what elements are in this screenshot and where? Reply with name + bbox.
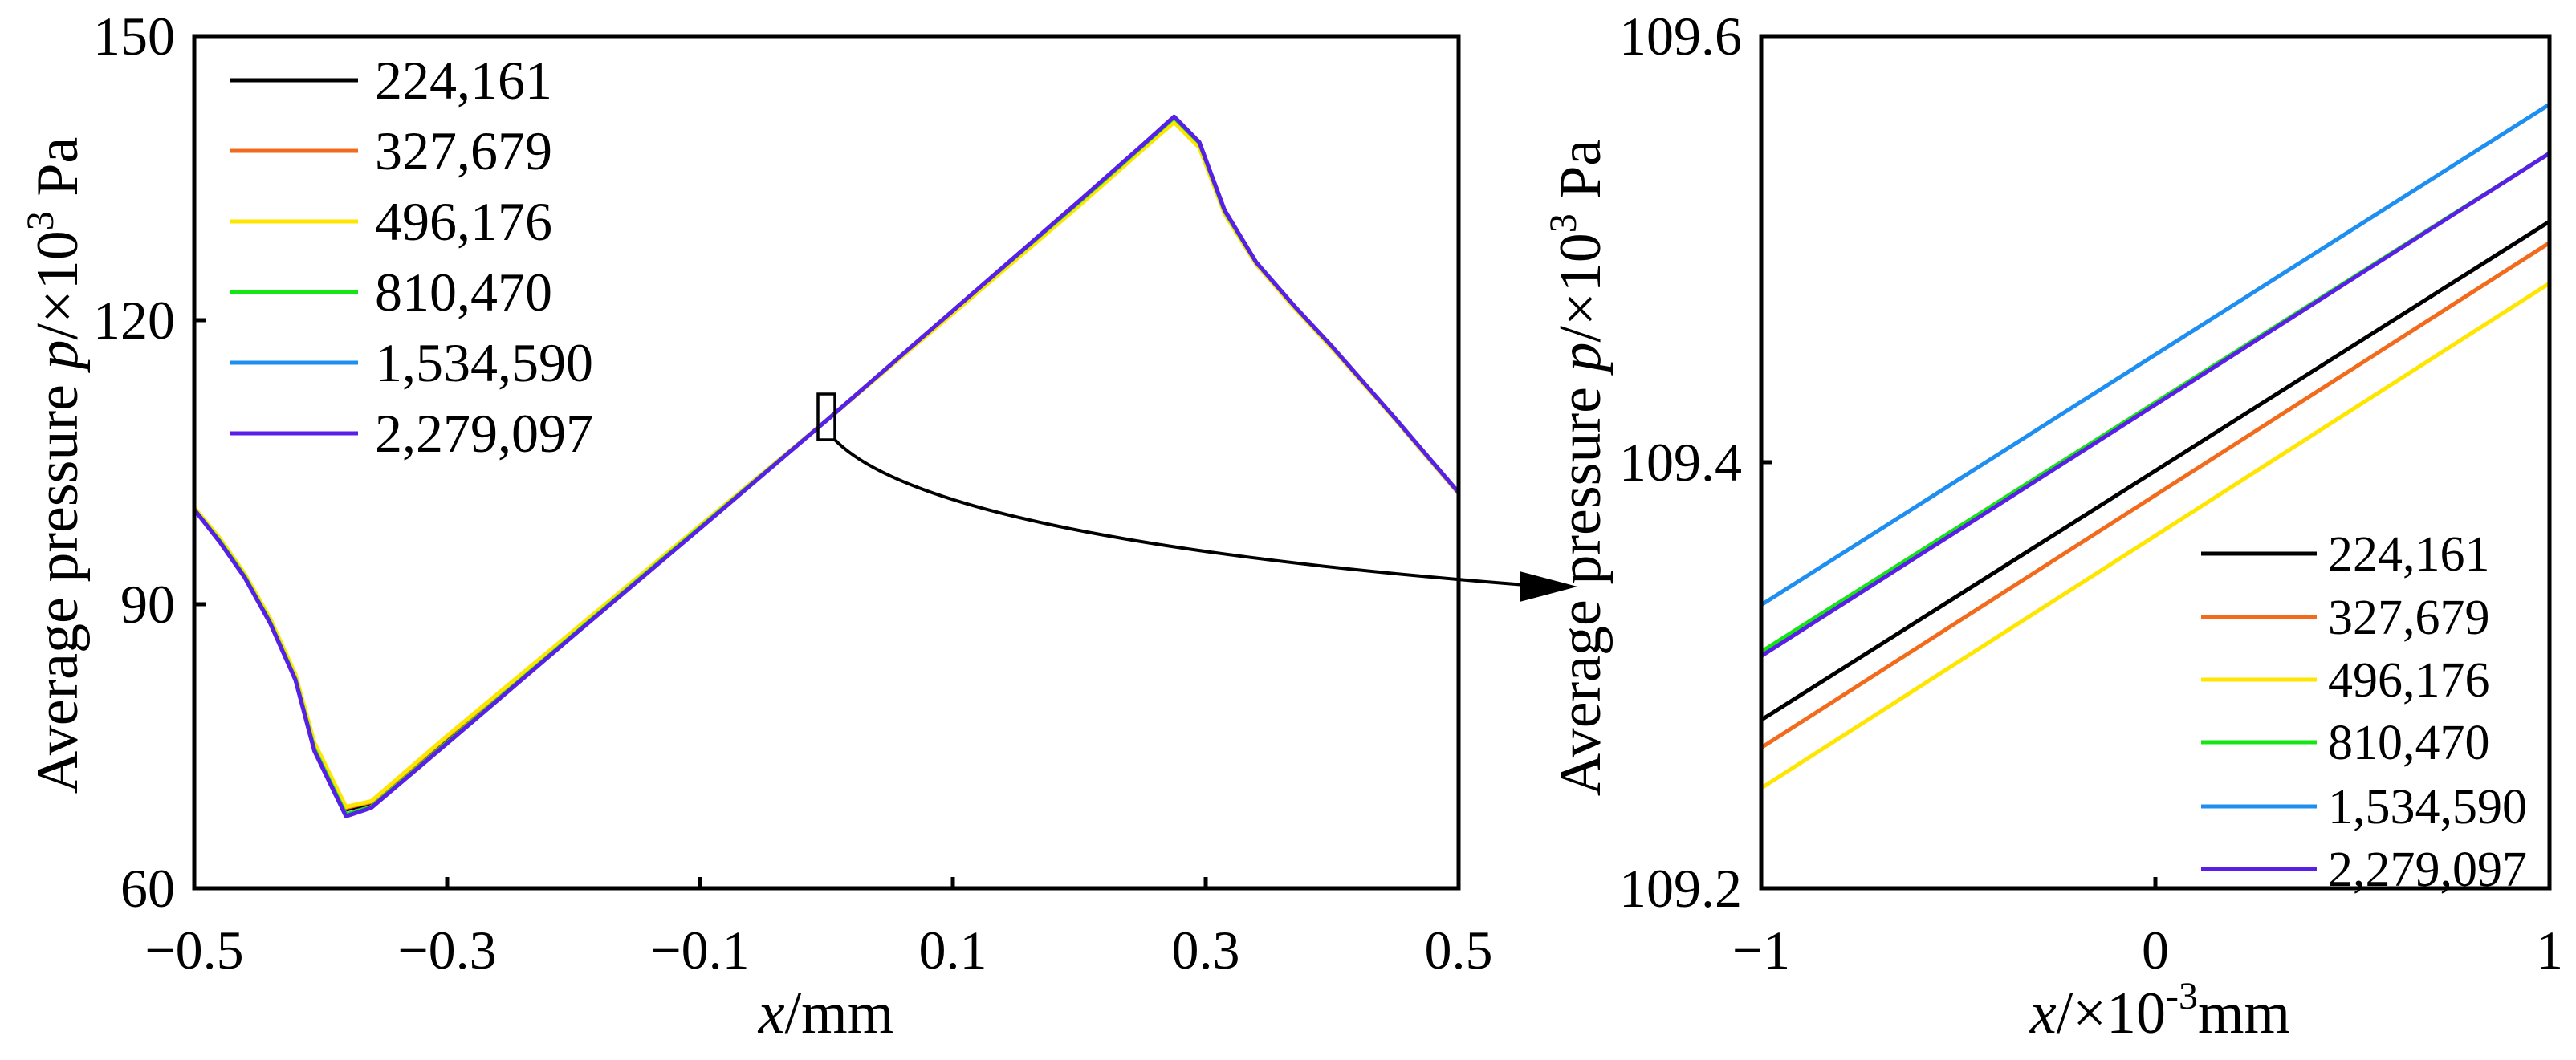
y-axis-title-text: Average pressure — [25, 370, 91, 794]
left-y-axis-title: Average pressure p/×103 Pa — [19, 137, 91, 794]
legend-label-496-176: 496,176 — [2328, 653, 2490, 708]
x-tick-label: 1 — [2536, 920, 2563, 981]
legend-label-327-679: 327,679 — [2328, 591, 2490, 645]
x-tick-label: −0.1 — [650, 920, 749, 981]
y-axis-title-exponent: 3 — [1542, 213, 1585, 233]
y-axis-title-suffix: Pa — [1548, 140, 1614, 214]
right-x-axis-title: x/×10-3mm — [2029, 975, 2290, 1046]
right-y-axis-title: Average pressure p/×103 Pa — [1542, 140, 1614, 797]
y-tick-label: 120 — [93, 290, 175, 351]
y-tick-label: 109.6 — [1619, 6, 1742, 67]
series-line-2-279-097 — [192, 114, 1461, 818]
legend-label-1-534-590: 1,534,590 — [2328, 780, 2527, 835]
x-axis-title-suffix: mm — [2198, 981, 2290, 1046]
y-axis-title-unit: /×10 — [25, 230, 91, 339]
zoom-connector-line — [833, 438, 1526, 587]
y-tick-label: 150 — [93, 6, 175, 67]
x-axis-title-variable: x — [758, 981, 785, 1046]
legend-label-810-470: 810,470 — [2328, 716, 2490, 770]
legend: 224,161 327,679 496,176 810,470 1,534,590 2,2… — [230, 50, 593, 464]
x-axis-title-unit: /×10 — [2057, 981, 2166, 1046]
y-tick-label: 60 — [120, 858, 175, 919]
x-tick-label: −0.5 — [144, 920, 243, 981]
series-group — [192, 114, 1461, 818]
arrowhead-icon — [1520, 571, 1577, 602]
legend: 224,161 327,679 496,176 810,470 1,534,590 2,2… — [2201, 527, 2527, 897]
y-axis-title-exponent: 3 — [19, 211, 62, 230]
x-tick-label: 0.5 — [1425, 920, 1493, 981]
series-line-2-279-097 — [1759, 151, 2552, 659]
legend-label-810-470: 810,470 — [375, 262, 552, 323]
x-tick-label: 0.1 — [919, 920, 987, 981]
chart-zoom-inset: −1 0 1 109.2 109.4 109.6 224,161 327,679 496,176… — [1619, 6, 2563, 981]
legend-label-2-279-097: 2,279,097 — [375, 403, 593, 464]
y-axis-title-text: Average pressure — [1548, 372, 1614, 797]
y-axis-title-variable: p — [1548, 343, 1614, 376]
x-axis-title-unit: /mm — [785, 981, 894, 1046]
x-axis-title-exponent: -3 — [2166, 975, 2198, 1017]
x-tick-label: −1 — [1732, 920, 1790, 981]
series-line-496-176 — [1759, 281, 2552, 790]
y-tick-label: 109.2 — [1619, 858, 1742, 919]
legend-label-1-534-590: 1,534,590 — [375, 332, 593, 393]
series-line-1-534-590 — [1759, 102, 2552, 607]
legend-label-224-161: 224,161 — [375, 50, 552, 111]
legend-label-327-679: 327,679 — [375, 120, 552, 181]
y-axis-title-variable: p — [25, 340, 91, 374]
y-axis-title-suffix: Pa — [25, 137, 91, 212]
x-tick-label: 0.3 — [1172, 920, 1240, 981]
legend-label-496-176: 496,176 — [375, 191, 552, 252]
chart-full-range: −0.5 −0.3 −0.1 0.1 0.3 0.5 60 90 120 150 224,161 32… — [93, 6, 1493, 981]
left-x-axis-title: x/mm — [758, 981, 894, 1046]
x-tick-label: 0 — [2142, 920, 2169, 981]
zoom-region-box — [816, 392, 836, 441]
y-tick-label: 109.4 — [1619, 432, 1742, 493]
series-line-327-679 — [1759, 241, 2552, 750]
y-axis-title-unit: /×10 — [1548, 233, 1614, 342]
plot-frame — [192, 34, 1461, 891]
y-tick-label: 90 — [120, 574, 175, 635]
legend-label-2-279-097: 2,279,097 — [2328, 843, 2527, 897]
x-axis-title-variable: x — [2029, 981, 2057, 1046]
series-line-224-161 — [1759, 219, 2552, 722]
series-group — [1759, 102, 2552, 790]
legend-label-224-161: 224,161 — [2328, 527, 2490, 582]
x-tick-label: −0.3 — [397, 920, 496, 981]
